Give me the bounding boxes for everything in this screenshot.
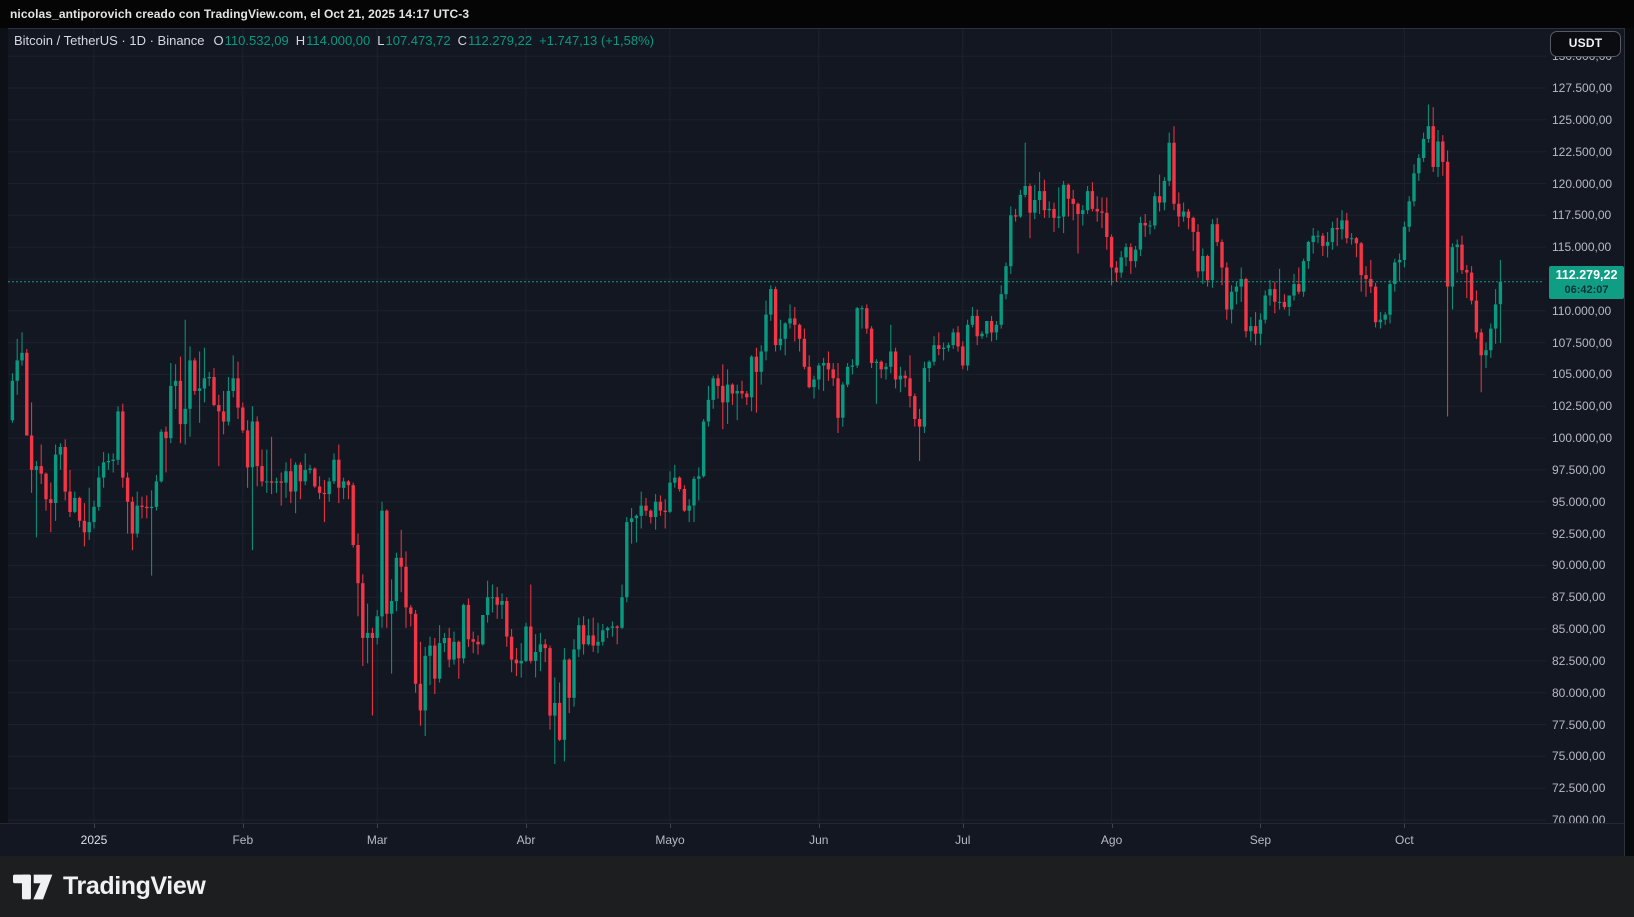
price-tick-label: 77.500,00 [1552,717,1606,732]
widget-right-border [1624,28,1625,856]
ohlc-low-key: L [377,33,385,48]
time-axis-month-label: Ago [1100,833,1123,847]
price-tick-label: 72.500,00 [1552,781,1606,796]
ohlc-open-value: 110.532,09 [224,33,289,48]
bar-countdown: 06:42:07 [1564,283,1609,296]
time-tick-mark [94,824,95,828]
price-tick-label: 82.500,00 [1552,653,1606,668]
price-tick-label: 122.500,00 [1552,144,1613,159]
time-axis-month-label: Abr [516,833,536,847]
price-tick-label: 75.000,00 [1552,749,1606,764]
price-tick-label: 110.000,00 [1552,303,1612,318]
time-tick-mark [1404,824,1406,828]
price-tick-label: 117.500,00 [1552,208,1612,223]
price-tick-label: 80.000,00 [1552,685,1606,700]
price-tick-label: 102.500,00 [1552,399,1613,414]
footer-bar: TradingView [0,856,1634,917]
price-tick-label: 125.000,00 [1552,112,1613,127]
time-tick-mark [377,824,379,828]
price-chart-canvas[interactable] [0,28,1546,823]
price-tick-label: 107.500,00 [1552,335,1613,350]
price-tick-label: 115.000,00 [1552,240,1612,255]
attribution-text: nicolas_antiporovich creado con TradingV… [10,7,470,21]
price-tick-label: 87.500,00 [1552,590,1606,605]
widget-top-border [0,28,1625,29]
price-tick-label: 95.000,00 [1552,494,1606,509]
time-axis-month-label: Jun [809,833,829,847]
ohlc-low-value: 107.473,72 [385,33,451,48]
tradingview-logo-icon [13,874,53,899]
time-axis-month-label: Sep [1249,833,1272,847]
ohlc-high-key: H [295,33,306,48]
price-tick-label: 120.000,00 [1552,176,1613,191]
ohlc-close-key: C [457,33,467,48]
price-tick-label: 92.500,00 [1552,526,1606,541]
time-axis-month-label: Mar [366,833,388,847]
symbol-title[interactable]: Bitcoin / TetherUS · 1D · Binance [14,33,205,48]
price-tick-label: 97.500,00 [1552,462,1606,477]
time-tick-mark [670,824,671,828]
price-tick-label: 90.000,00 [1552,558,1606,573]
time-tick-mark [962,824,964,828]
change-value: +1.747,13 (+1,58%) [539,33,654,48]
tradingview-logo-text: TradingView [63,872,206,900]
ohlc-open-key: O [213,33,224,48]
time-axis[interactable]: 2025 Feb Mar Abr Mayo Jun Jul Ago Sep Oct [0,823,1624,856]
time-axis-month-label: Mayo [655,833,685,847]
time-tick-mark [526,824,527,828]
price-tick-label: 127.500,00 [1552,81,1613,95]
time-tick-mark [1111,824,1113,828]
attribution-bar: nicolas_antiporovich creado con TradingV… [0,0,1634,28]
time-tick-mark [1260,824,1262,828]
time-axis-month-label: Jul [955,833,971,847]
time-axis-year-label: 2025 [80,833,108,847]
price-tick-label: 105.000,00 [1552,367,1613,382]
time-tick-mark [242,824,244,828]
chart-legend[interactable]: Bitcoin / TetherUS · 1D · Binance O110.53… [14,33,654,48]
ohlc-high-value: 114.000,00 [306,33,371,48]
price-tick-label: 100.000,00 [1552,431,1613,446]
price-tick-label: 85.000,00 [1552,622,1606,636]
tradingview-logo[interactable]: TradingView [13,872,206,902]
chart-left-inset [0,28,8,823]
current-price-badge: 112.279,22 06:42:07 [1549,265,1624,299]
chart-widget: Bitcoin / TetherUS · 1D · Binance O110.53… [0,28,1625,856]
time-tick-mark [818,824,820,828]
currency-button[interactable]: USDT [1550,31,1621,57]
ohlc-close-value: 112.279,22 [467,33,533,48]
time-axis-month-label: Oct [1395,833,1414,847]
current-price-value: 112.279,22 [1555,267,1618,282]
time-axis-month-label: Feb [232,833,254,847]
